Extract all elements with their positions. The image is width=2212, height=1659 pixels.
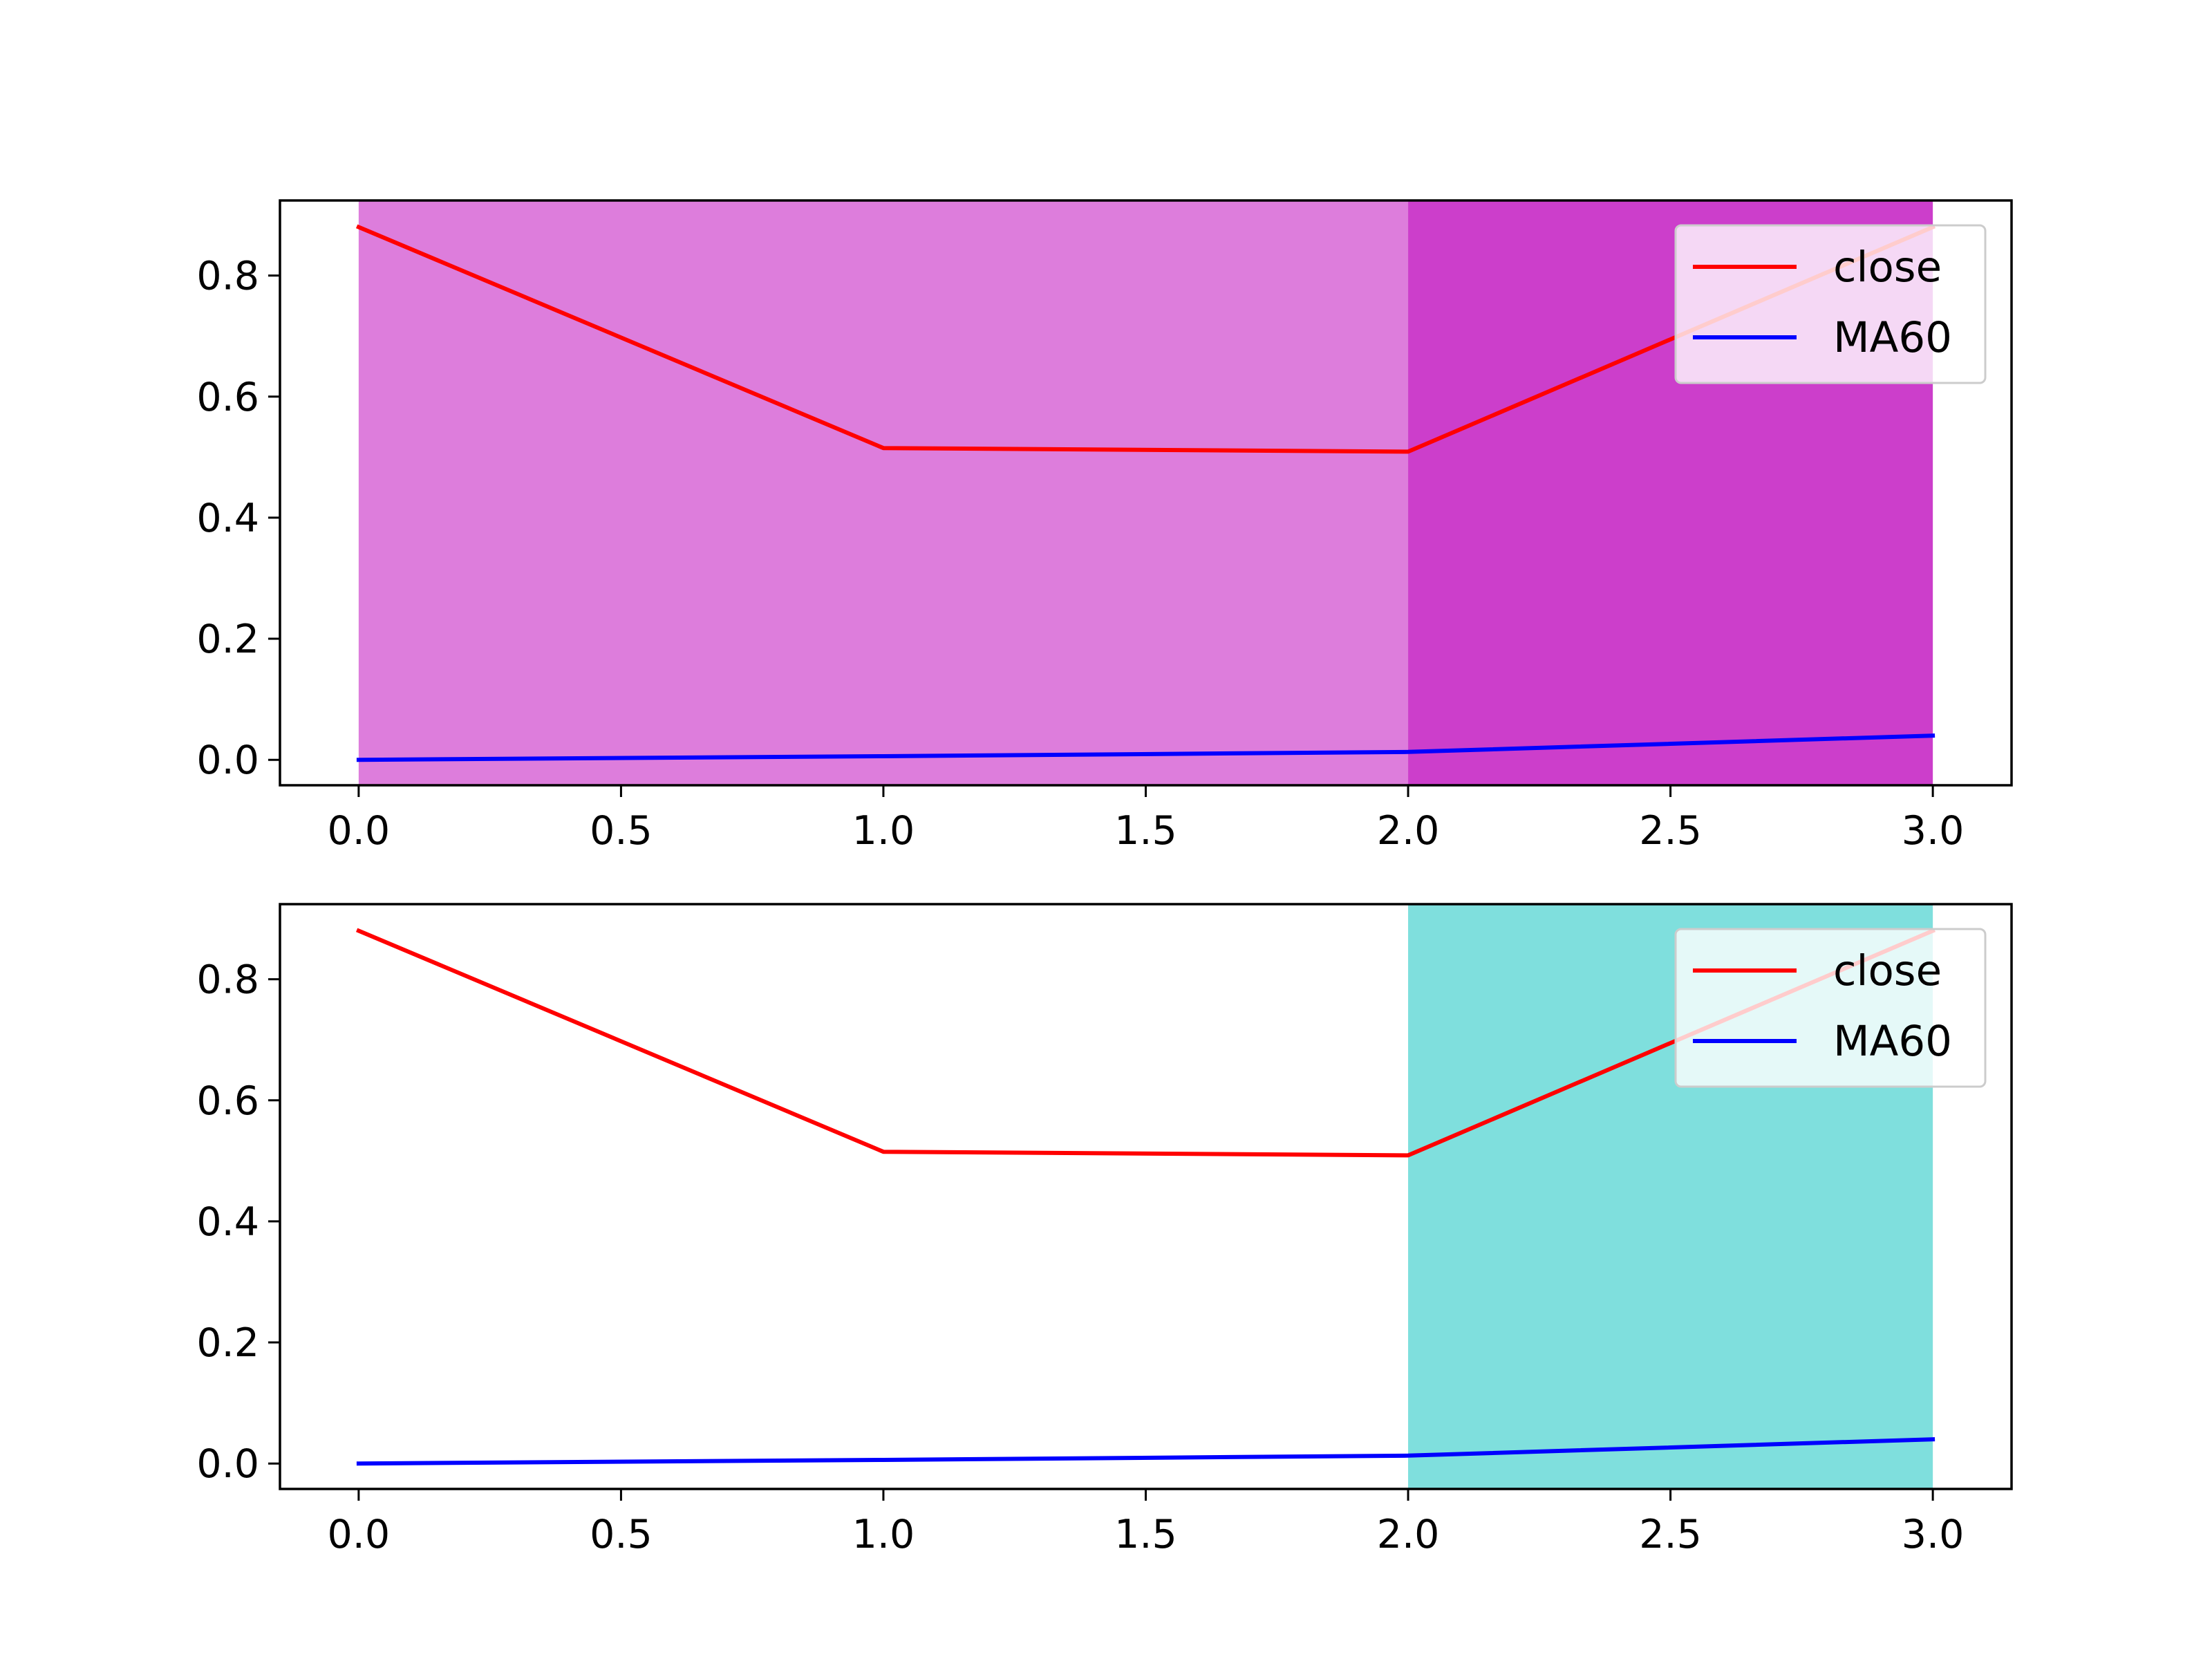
legend-label-close: close <box>1833 243 1942 292</box>
x-tick-label: 2.0 <box>1377 808 1440 854</box>
x-tick-label: 3.0 <box>1902 808 1965 854</box>
legend: close MA60 <box>1674 928 1987 1088</box>
legend-label-close: close <box>1833 946 1942 995</box>
x-tick-label: 0.0 <box>328 1512 391 1557</box>
x-tick-label: 1.0 <box>852 808 915 854</box>
x-tick-label: 1.5 <box>1114 1512 1177 1557</box>
x-tick-label: 2.5 <box>1639 808 1702 854</box>
x-tick-label: 1.5 <box>1114 808 1177 854</box>
legend-label-ma60: MA60 <box>1833 1017 1952 1066</box>
series-line-close <box>355 928 1936 1158</box>
x-tick-label: 2.0 <box>1377 1512 1440 1557</box>
legend-label-ma60: MA60 <box>1833 313 1952 362</box>
y-tick-label: 0.6 <box>196 1078 259 1124</box>
x-tick-label: 0.0 <box>328 808 391 854</box>
y-tick-label: 0.6 <box>196 375 259 420</box>
series-line-close <box>355 224 1936 454</box>
x-tick-label: 0.5 <box>590 1512 653 1557</box>
x-tick-label: 3.0 <box>1902 1512 1965 1557</box>
series-line-ma60 <box>356 1437 1936 1466</box>
y-tick-label: 0.0 <box>196 738 259 783</box>
x-tick-label: 1.0 <box>852 1512 915 1557</box>
subplot-bottom: 0.0 0.5 1.0 1.5 2.0 2.5 3.0 0.0 0.2 0.4 0.6 0.8 clos… <box>196 903 2013 1557</box>
y-tick-label: 0.2 <box>196 617 259 662</box>
y-tick-label: 0.0 <box>196 1441 259 1487</box>
y-tick-label: 0.4 <box>196 496 259 541</box>
subplot-top: 0.0 0.5 1.0 1.5 2.0 2.5 3.0 0.0 0.2 0.4 0.6 0.8 clos… <box>196 199 2013 854</box>
series-line-ma60 <box>356 733 1936 762</box>
x-tick-label: 2.5 <box>1639 1512 1702 1557</box>
y-tick-label: 0.8 <box>196 254 259 299</box>
legend: close MA60 <box>1674 224 1987 384</box>
y-tick-label: 0.4 <box>196 1199 259 1245</box>
y-tick-label: 0.8 <box>196 957 259 1003</box>
y-tick-label: 0.2 <box>196 1320 259 1366</box>
shaded-region-0 <box>358 200 1409 785</box>
x-tick-label: 0.5 <box>590 808 653 854</box>
